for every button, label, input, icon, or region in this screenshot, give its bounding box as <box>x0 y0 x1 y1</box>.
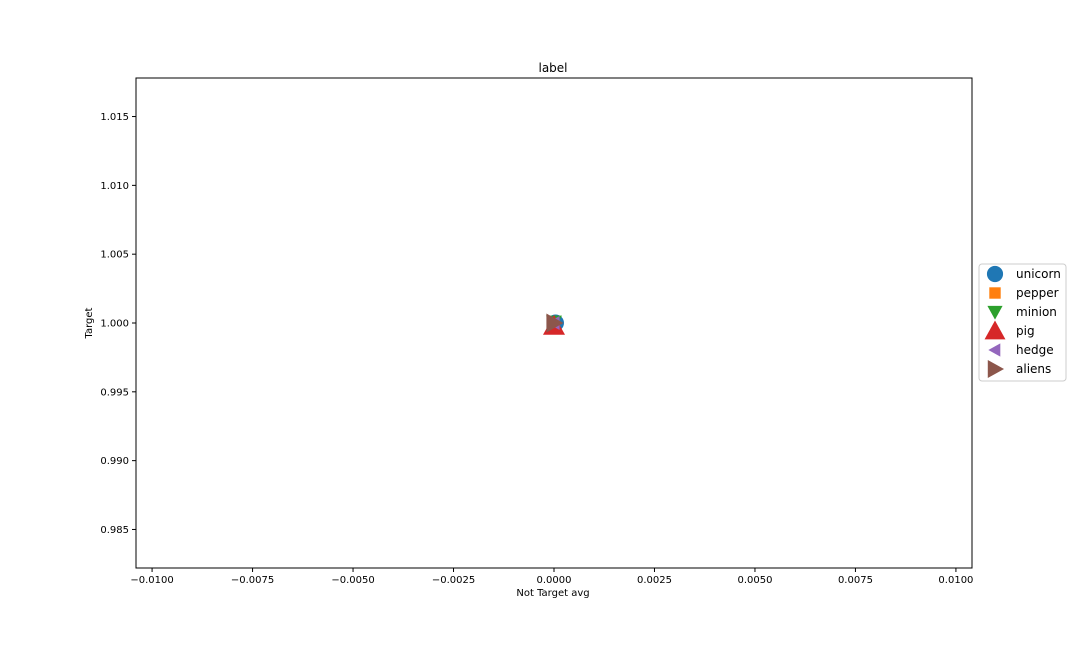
legend-label-hedge: hedge <box>1016 343 1054 357</box>
legend-marker-unicorn <box>986 265 1004 283</box>
y-axis-title: Target <box>84 307 95 339</box>
legend-label-unicorn: unicorn <box>1016 267 1061 281</box>
x-tick-label: 0.0075 <box>838 575 873 586</box>
legend-label-pepper: pepper <box>1016 286 1059 300</box>
legend-marker-pig <box>984 320 1006 340</box>
legend-label-pig: pig <box>1016 324 1035 338</box>
y-tick-label: 0.995 <box>100 387 129 398</box>
legend-label-aliens: aliens <box>1016 362 1051 376</box>
x-tick-label: −0.0050 <box>331 575 374 586</box>
legend: unicorn pepper minion pig hedge aliens <box>978 263 1067 382</box>
x-tick-label: 0.0100 <box>938 575 973 586</box>
legend-marker-hedge <box>988 343 1001 357</box>
y-tick-label: 1.000 <box>100 319 129 330</box>
y-axis: 0.985 0.990 0.995 1.000 1.005 1.010 1.015 <box>100 112 136 536</box>
legend-marker-minion <box>987 305 1003 320</box>
x-axis: −0.0100 −0.0075 −0.0050 −0.0025 0.0000 0.0025… <box>130 568 973 586</box>
x-tick-label: −0.0100 <box>130 575 173 586</box>
legend-box <box>978 263 1067 382</box>
x-tick-label: 0.0000 <box>537 575 572 586</box>
x-tick-label: 0.0025 <box>637 575 672 586</box>
legend-label-minion: minion <box>1016 305 1057 319</box>
x-tick-label: −0.0075 <box>231 575 274 586</box>
x-axis-title: Not Target avg <box>516 588 589 599</box>
y-tick-label: 0.985 <box>100 525 129 536</box>
plot-area <box>543 313 565 335</box>
x-tick-label: −0.0025 <box>432 575 475 586</box>
y-tick-label: 1.005 <box>100 250 129 261</box>
chart-title: label <box>538 61 567 75</box>
legend-marker-aliens <box>987 359 1005 379</box>
data-point-aliens <box>546 313 564 333</box>
y-tick-label: 0.990 <box>100 456 129 467</box>
legend-marker-pepper <box>989 287 1001 299</box>
x-tick-label: 0.0050 <box>737 575 772 586</box>
y-tick-label: 1.015 <box>100 112 129 123</box>
y-tick-label: 1.010 <box>100 181 129 192</box>
